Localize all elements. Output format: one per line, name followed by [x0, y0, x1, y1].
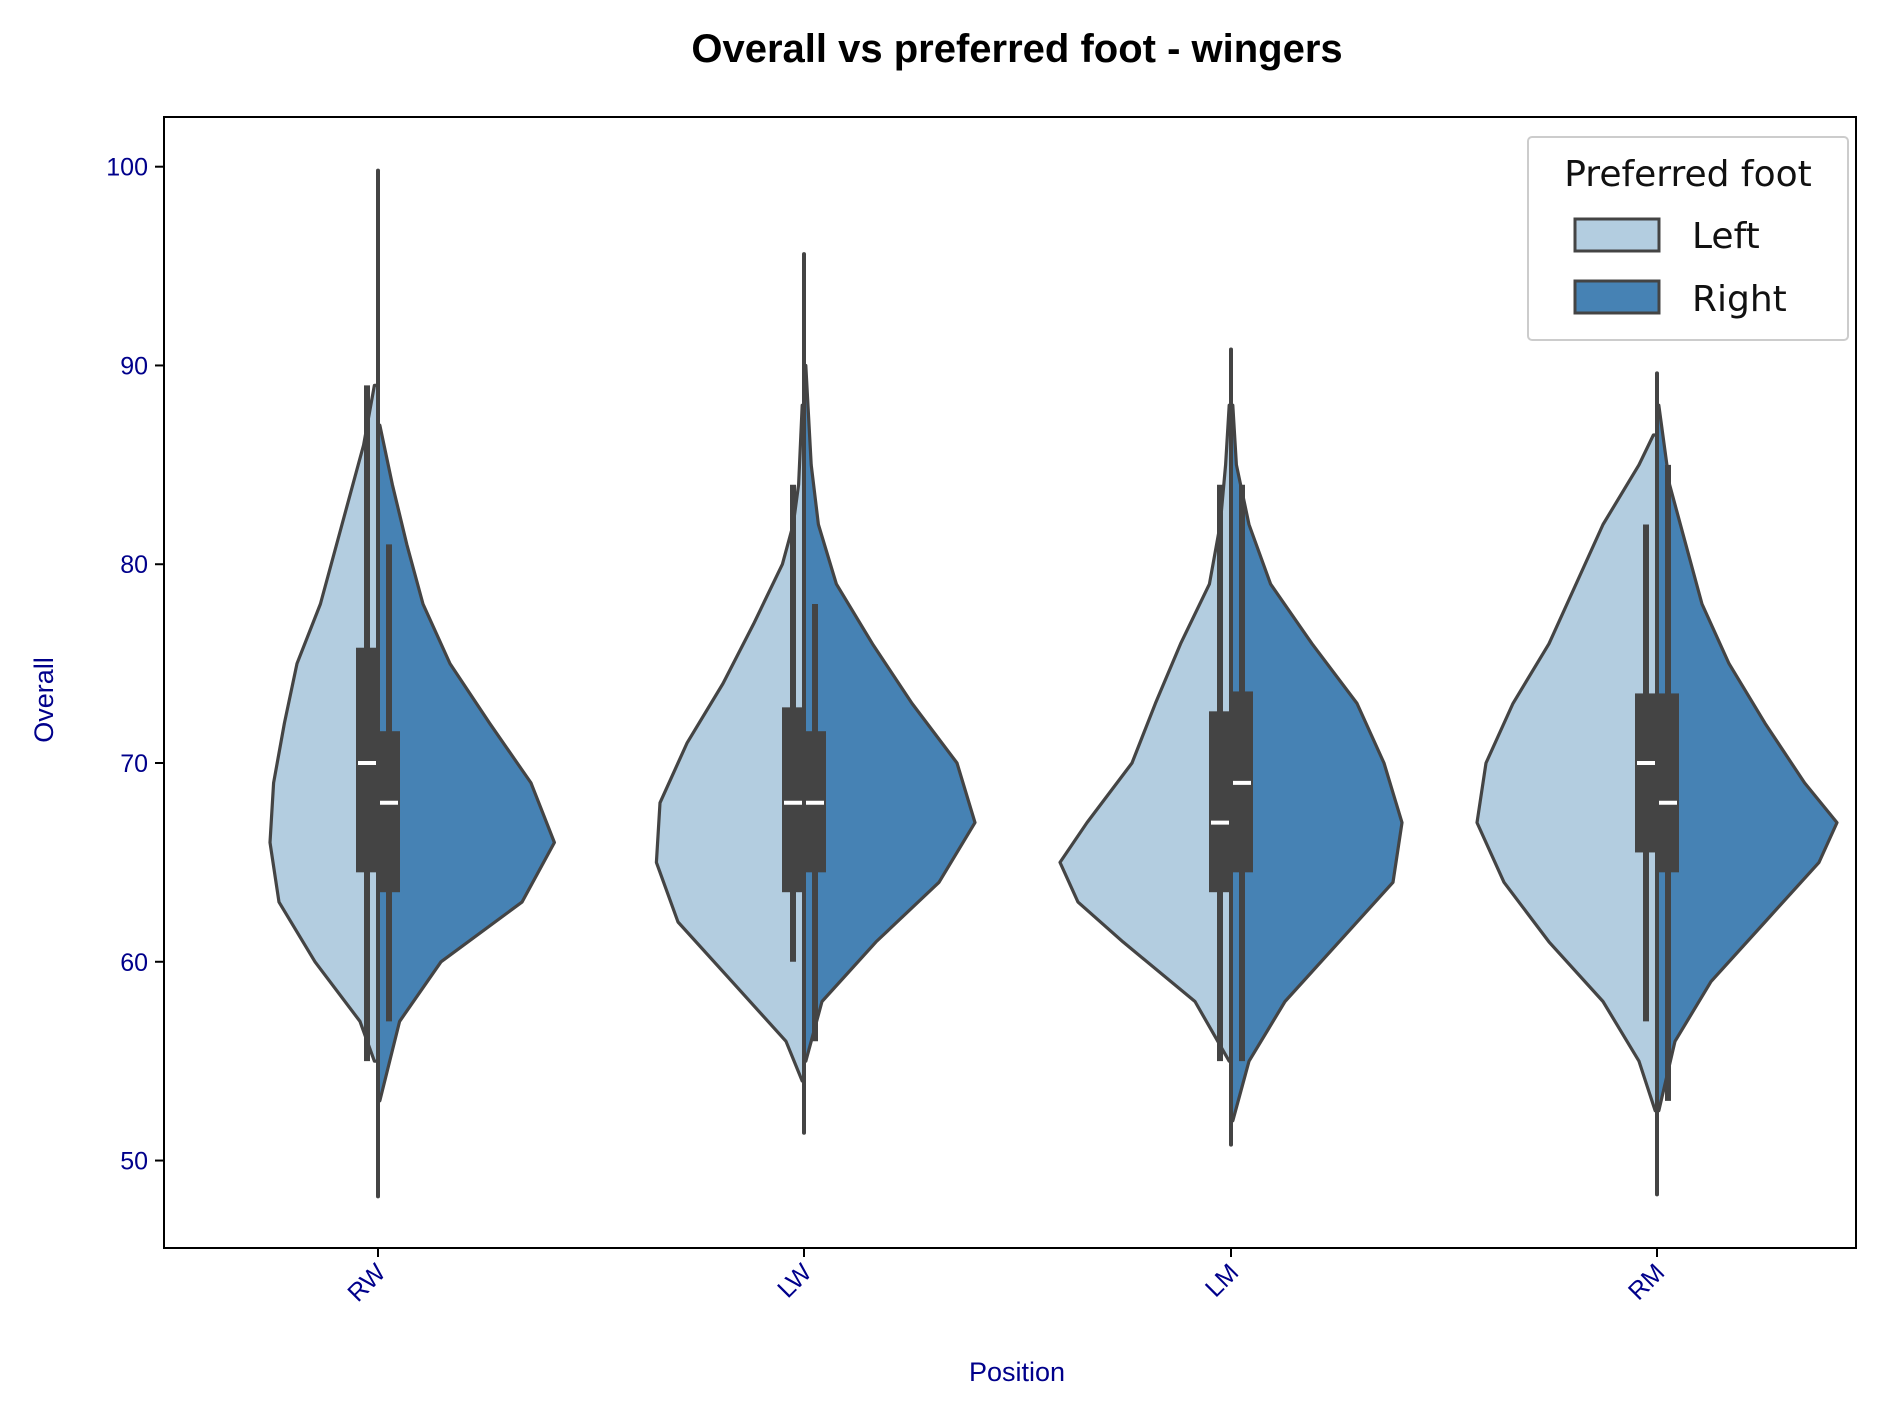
- boxes: [356, 385, 1679, 1101]
- legend-label-left: Left: [1692, 216, 1760, 257]
- violin-right-rm: [1655, 403, 1839, 1113]
- legend-swatch-right: [1573, 279, 1661, 315]
- x-tick-label: RM: [1623, 1258, 1670, 1305]
- violin-right-lw: [802, 363, 977, 1063]
- box-right-rm: [1657, 693, 1679, 873]
- x-tick-label: LW: [772, 1258, 817, 1303]
- y-axis: 50 60 70 80 90 100: [106, 154, 164, 1176]
- violin-left-rw: [268, 383, 380, 1063]
- box-left-lw: [782, 707, 804, 893]
- x-tick-label: RW: [342, 1258, 391, 1307]
- box-left-lm: [1209, 711, 1231, 893]
- y-tick-label: 90: [120, 352, 148, 380]
- plot-frame: [163, 116, 1857, 1249]
- y-tick-label: 80: [120, 551, 148, 579]
- legend-label-right: Right: [1692, 279, 1787, 320]
- violin-right-lm: [1229, 403, 1404, 1123]
- legend: Preferred foot Left Right: [1527, 136, 1849, 341]
- y-axis-label: Overall: [29, 657, 59, 743]
- legend-title: Preferred foot: [1564, 154, 1812, 195]
- legend-swatch-left: [1573, 217, 1661, 253]
- violin-left-rm: [1475, 433, 1659, 1113]
- y-tick-label: 70: [120, 750, 148, 778]
- x-axis: RW LW LM RM: [342, 1248, 1670, 1307]
- box-left-rw: [356, 647, 378, 873]
- y-tick-label: 100: [106, 154, 148, 182]
- y-tick-label: 50: [120, 1148, 148, 1176]
- x-tick-label: LM: [1200, 1258, 1244, 1302]
- violin-left-lm: [1058, 403, 1233, 1063]
- box-right-rw: [378, 731, 400, 893]
- violin-right-rw: [376, 423, 556, 1103]
- x-axis-label: Position: [969, 1357, 1065, 1387]
- box-left-rm: [1635, 693, 1657, 853]
- violin-left-lw: [654, 403, 806, 1083]
- y-tick-label: 60: [120, 949, 148, 977]
- violins: [268, 168, 1839, 1199]
- chart-title: Overall vs preferred foot - wingers: [691, 27, 1342, 71]
